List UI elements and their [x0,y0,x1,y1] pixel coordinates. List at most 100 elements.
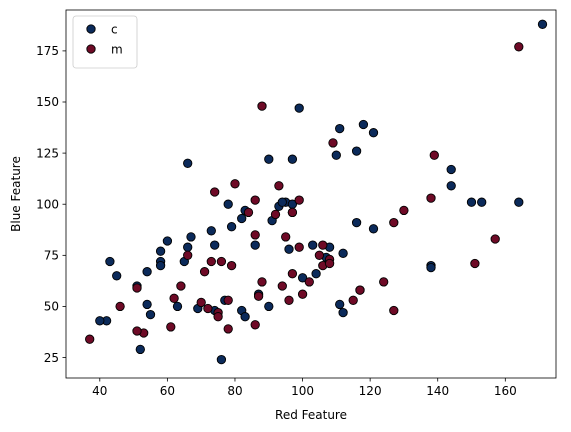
point-m [85,334,95,344]
point-c [240,312,250,322]
y-tick-label: 150 [36,95,59,109]
point-m [183,250,193,260]
legend-label-m: m [111,42,123,56]
point-m [287,269,298,279]
point-m [399,205,409,216]
x-tick-label: 140 [426,384,449,398]
point-m [389,305,399,316]
point-m [230,179,240,189]
x-tick-label: 80 [227,384,242,398]
y-axis-label: Blue Feature [9,156,23,232]
point-m [176,281,186,291]
point-c [145,309,156,320]
point-m [213,312,223,322]
x-tick-label: 100 [291,384,314,398]
point-c [284,244,294,254]
y-tick-label: 25 [44,351,59,365]
point-m [470,258,480,269]
y-tick-label: 50 [44,300,59,314]
point-c [172,301,183,312]
point-c [351,217,362,228]
point-c [226,222,237,232]
points-layer [85,19,548,365]
point-m [115,301,125,312]
point-c [250,240,260,250]
x-tick-label: 60 [160,384,175,398]
point-m [196,297,206,308]
point-c [311,269,321,279]
point-c [105,256,115,267]
point-m [132,283,142,293]
point-c [426,262,436,273]
point-m [250,230,260,240]
point-m [250,320,260,330]
point-c [155,260,166,271]
point-m [304,277,314,287]
legend-marker-c [86,24,96,34]
point-c [142,267,152,277]
point-m [270,209,281,220]
point-m [257,101,267,111]
plot-frame [65,9,557,379]
point-m [243,207,254,218]
point-m [169,293,179,303]
point-m [210,187,220,197]
point-c [264,301,274,312]
point-m [203,303,213,314]
point-c [297,273,308,283]
y-tick-label: 175 [36,44,59,58]
point-m [348,295,358,305]
point-m [253,291,264,301]
point-c [206,226,216,236]
point-m [277,281,287,291]
point-c [446,164,456,175]
x-axis-label: Red Feature [275,408,347,422]
y-axis-ticks: 25 50 75 100 125 150 175 [36,44,66,365]
point-c [135,344,145,355]
point-c [216,354,227,365]
point-c [446,181,456,191]
point-m [429,150,439,160]
point-m [324,258,335,269]
point-c [183,242,193,252]
point-m [514,42,524,52]
point-c [210,240,220,250]
point-c [142,299,152,310]
x-tick-label: 160 [494,384,517,398]
point-c [351,146,362,156]
point-m [287,207,298,218]
point-m [314,250,325,260]
point-m [284,295,294,305]
point-m [132,326,142,336]
point-c [338,248,348,258]
point-c [368,224,379,234]
point-m [223,295,233,305]
point-m [294,242,304,252]
point-c [277,197,287,207]
point-m [490,234,500,244]
y-tick-label: 100 [36,197,59,211]
x-tick-label: 120 [359,384,382,398]
point-m [216,256,227,267]
point-c [335,123,345,134]
point-m [274,181,284,191]
point-m [281,232,291,242]
x-axis-ticks: 40 60 80 100 120 140 160 [92,378,517,398]
point-c [294,103,304,113]
point-m [250,195,260,205]
point-c [358,119,369,130]
point-m [379,277,389,287]
legend-marker-m [86,44,96,54]
y-tick-label: 75 [44,249,59,263]
x-tick-label: 40 [92,384,107,398]
point-c [368,128,379,138]
point-c [237,213,247,224]
point-m [166,322,176,332]
point-c [155,246,166,256]
legend-box [72,15,138,69]
point-c [537,19,548,29]
point-c [112,271,122,281]
point-m [226,260,237,271]
